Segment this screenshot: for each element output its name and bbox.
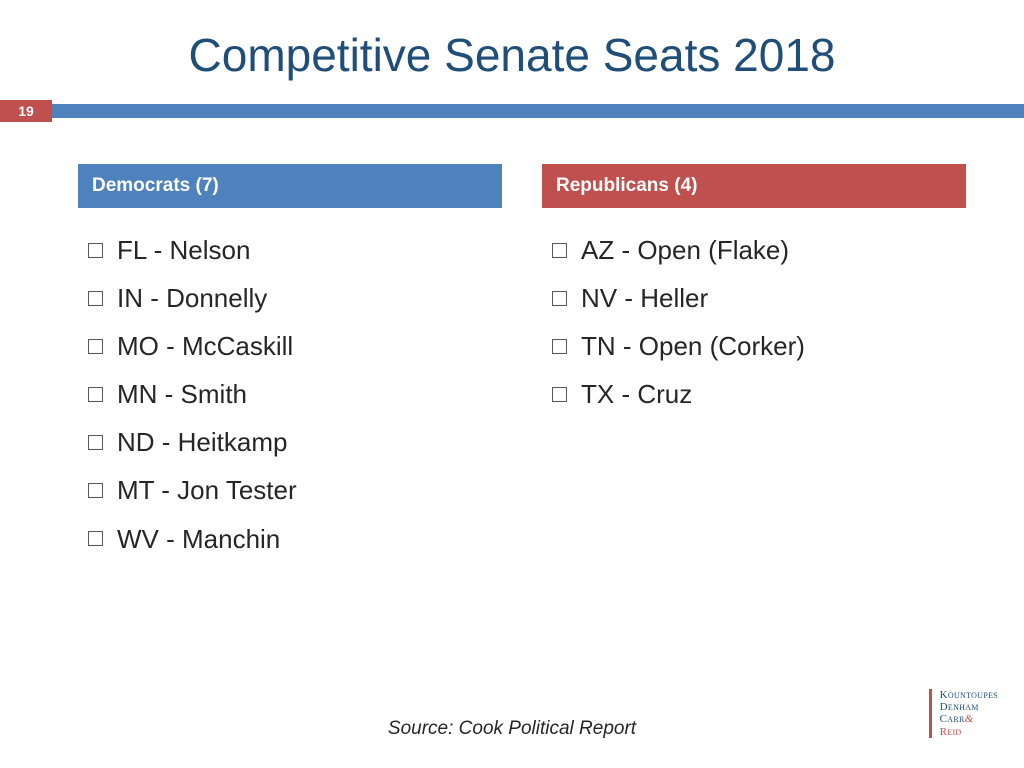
list-item: NV - Heller [552,274,966,322]
checkbox-icon [88,291,103,306]
item-label: NV - Heller [581,274,708,322]
checkbox-icon [88,387,103,402]
checkbox-icon [88,483,103,498]
list-item: MT - Jon Tester [88,466,502,514]
item-label: ND - Heitkamp [117,418,287,466]
checkbox-icon [88,435,103,450]
logo-line: Reid [940,726,998,738]
logo-bar-icon [929,689,932,738]
checkbox-icon [552,387,567,402]
checkbox-icon [88,243,103,258]
slide-title: Competitive Senate Seats 2018 [0,0,1024,100]
list-item: MN - Smith [88,370,502,418]
list-item: IN - Donnelly [88,274,502,322]
item-label: AZ - Open (Flake) [581,226,789,274]
list-item: WV - Manchin [88,515,502,563]
list-item: FL - Nelson [88,226,502,274]
list-item: MO - McCaskill [88,322,502,370]
checkbox-icon [552,243,567,258]
logo-text: Kountoupes Denham Carr& Reid [940,689,998,738]
list-item: ND - Heitkamp [88,418,502,466]
item-label: MN - Smith [117,370,247,418]
checkbox-icon [552,291,567,306]
page-number: 19 [0,100,52,122]
list-item: TN - Open (Corker) [552,322,966,370]
columns-container: Democrats (7) FL - Nelson IN - Donnelly … [0,122,1024,563]
item-label: TN - Open (Corker) [581,322,805,370]
item-label: FL - Nelson [117,226,250,274]
list-item: AZ - Open (Flake) [552,226,966,274]
checkbox-icon [88,339,103,354]
item-label: IN - Donnelly [117,274,267,322]
democrats-column: Democrats (7) FL - Nelson IN - Donnelly … [78,164,502,563]
democrats-header: Democrats (7) [78,164,502,208]
item-label: TX - Cruz [581,370,692,418]
republicans-list: AZ - Open (Flake) NV - Heller TN - Open … [542,208,966,418]
logo-line: Kountoupes [940,689,998,701]
stripe-bar [52,104,1024,118]
checkbox-icon [88,531,103,546]
list-item: TX - Cruz [552,370,966,418]
republicans-header: Republicans (4) [542,164,966,208]
item-label: MT - Jon Tester [117,466,297,514]
source-citation: Source: Cook Political Report [0,718,1024,740]
item-label: WV - Manchin [117,515,280,563]
item-label: MO - McCaskill [117,322,293,370]
democrats-list: FL - Nelson IN - Donnelly MO - McCaskill… [78,208,502,563]
logo-line: Denham [940,701,998,713]
firm-logo: Kountoupes Denham Carr& Reid [929,689,998,738]
header-stripe: 19 [0,100,1024,122]
republicans-column: Republicans (4) AZ - Open (Flake) NV - H… [542,164,966,563]
checkbox-icon [552,339,567,354]
logo-line: Carr& [940,713,998,725]
